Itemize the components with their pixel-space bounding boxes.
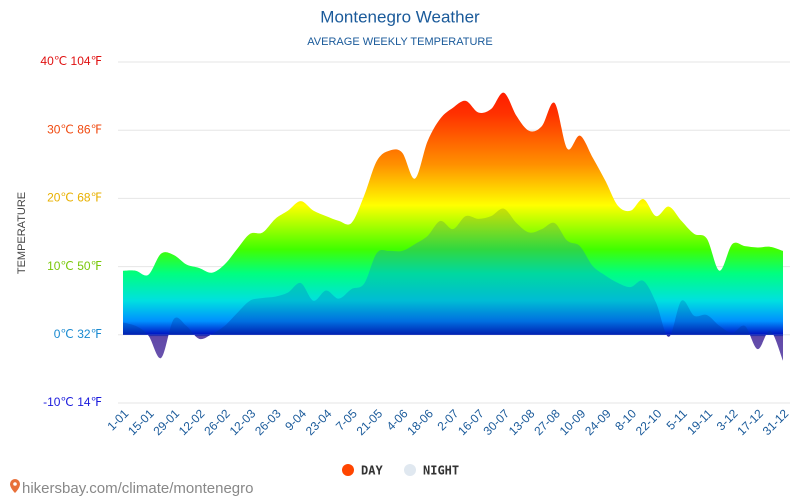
day-area [123,92,783,335]
pin-icon [10,479,20,493]
x-tick-label: 29-01 [151,406,183,438]
x-tick-label: 18-06 [404,406,436,438]
x-tick-label: 27-08 [531,406,563,438]
y-axis-label: TEMPERATURE [16,192,28,274]
chart-subtitle: AVERAGE WEEKLY TEMPERATURE [307,36,492,48]
y-tick-label: 0℃ 32℉ [54,327,102,341]
x-tick-label: 12-03 [227,406,259,438]
y-tick-label: 40℃ 104℉ [40,54,102,68]
night-area [123,208,783,361]
x-tick-label: 15-01 [125,406,157,438]
x-tick-label: 30-07 [481,406,513,438]
legend-label: DAY [361,464,383,478]
legend-marker [342,464,354,476]
x-tick-label: 19-11 [684,406,715,437]
chart-title: Montenegro Weather [320,7,480,26]
y-tick-label: -10℃ 14℉ [43,395,102,409]
footer: hikersbay.com/climate/montenegro [22,480,254,497]
x-tick-label: 26-03 [252,406,284,438]
x-tick-label: 17-12 [734,406,766,438]
x-tick-label: 10-09 [557,406,589,438]
x-tick-label: 22-10 [633,406,665,438]
plot-area [123,92,783,361]
x-axis: 1-0115-0129-0112-0226-0212-0326-039-0423… [104,406,791,438]
x-tick-label: 31-12 [760,406,792,438]
x-tick-label: 26-02 [201,406,233,438]
legend-label: NIGHT [423,464,459,478]
legend-marker [404,464,416,476]
legend: DAY NIGHT [342,464,459,478]
x-tick-label: 23-04 [303,406,335,438]
x-tick-label: 12-02 [176,406,208,438]
y-tick-label: 30℃ 86℉ [47,122,102,136]
y-tick-label: 20℃ 68℉ [47,191,102,205]
x-tick-label: 13-08 [506,406,538,438]
x-tick-label: 21-05 [354,406,386,438]
x-tick-label: 16-07 [455,406,487,438]
pin-dot [13,482,17,486]
x-tick-label: 24-09 [582,406,614,438]
y-tick-label: 10℃ 50℉ [47,259,102,273]
